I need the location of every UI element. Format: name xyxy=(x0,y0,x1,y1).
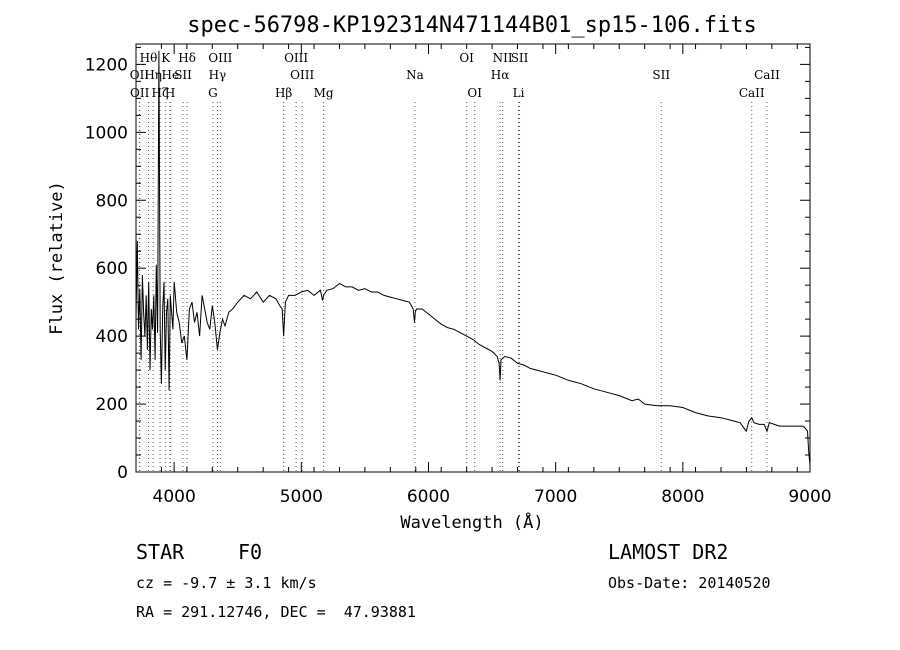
spectral-line-label: Hζ xyxy=(152,86,169,100)
spectral-line-label: Hγ xyxy=(209,68,227,82)
x-tick-label: 7000 xyxy=(534,487,577,507)
chart-title: spec-56798-KP192314N471144B01_sp15-106.f… xyxy=(187,13,757,38)
spectral-line-label: Hα xyxy=(491,68,510,82)
object-subclass: F0 xyxy=(238,540,263,564)
x-axis: 4000 5000 6000 7000 8000 9000 xyxy=(135,44,832,507)
x-tick-label: 8000 xyxy=(661,487,704,507)
y-tick-label: 800 xyxy=(96,191,128,211)
x-tick-label: 4000 xyxy=(153,487,196,507)
spectrum-line xyxy=(135,50,811,466)
spectral-line-label: Hη xyxy=(144,68,162,82)
spectral-line-label: SII xyxy=(652,68,670,82)
spectral-line-label: OI xyxy=(467,86,482,100)
spectral-line-label: OII xyxy=(130,68,150,82)
spectral-line-label: Hβ xyxy=(275,86,292,100)
spectral-line-label: OIII xyxy=(290,68,314,82)
object-class: STAR xyxy=(136,540,185,564)
spectral-line-label: Mg xyxy=(314,86,334,100)
spectral-line-label: OIII xyxy=(284,51,308,65)
spectral-line-label: He xyxy=(162,68,180,82)
y-tick-label: 0 xyxy=(117,463,128,483)
x-axis-label: Wavelength (Å) xyxy=(400,511,543,533)
spectral-line-label: G xyxy=(208,86,218,100)
spectral-line-label: Li xyxy=(513,86,525,100)
spectral-line-label: K xyxy=(161,51,171,65)
x-tick-label: 5000 xyxy=(280,487,323,507)
spectral-line-label: NII xyxy=(493,51,513,65)
y-tick-label: 1200 xyxy=(85,55,128,75)
x-tick-label: 9000 xyxy=(788,487,831,507)
spectral-line-label: OI xyxy=(459,51,474,65)
spectral-line-label: CaII xyxy=(754,68,780,82)
x-tick-label: 6000 xyxy=(407,487,450,507)
spectral-line-label: SII xyxy=(174,68,192,82)
y-tick-label: 400 xyxy=(96,327,128,347)
spectral-line-label: Hθ xyxy=(140,51,158,65)
spectral-line-label: Hδ xyxy=(178,51,196,65)
y-axis-label: Flux (relative) xyxy=(47,181,67,335)
spectral-line-label: CaII xyxy=(739,86,765,100)
obs-date-text: Obs-Date: 20140520 xyxy=(608,574,771,592)
y-tick-label: 1000 xyxy=(85,123,128,143)
redshift-text: cz = -9.7 ± 3.1 km/s xyxy=(136,574,317,592)
y-tick-label: 200 xyxy=(96,395,128,415)
spectral-line-label: OIII xyxy=(208,51,232,65)
y-tick-label: 600 xyxy=(96,259,128,279)
plot-frame xyxy=(135,43,811,473)
survey-name: LAMOST DR2 xyxy=(608,540,729,564)
coordinates-text: RA = 291.12746, DEC = 47.93881 xyxy=(136,603,416,621)
spectral-line-label: H xyxy=(165,86,175,100)
spectral-line-label: OII xyxy=(130,86,150,100)
spectral-line-label: SII xyxy=(511,51,529,65)
y-axis: 0 200 400 600 800 1000 1200 xyxy=(85,46,810,483)
spectral-line-label: Na xyxy=(406,68,424,82)
